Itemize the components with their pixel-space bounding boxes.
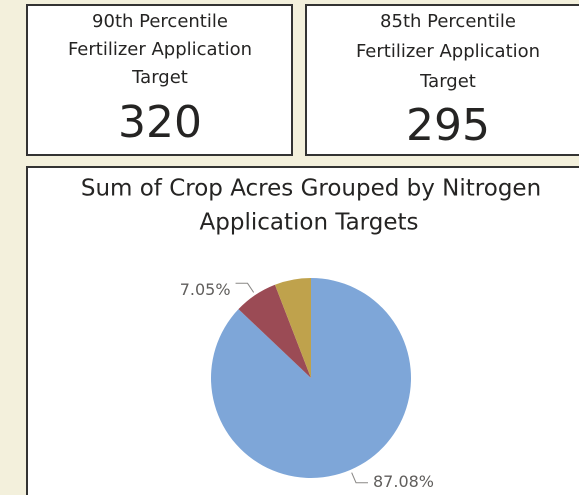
card-title: 90th Percentile	[92, 11, 228, 32]
card-value: 295	[406, 100, 490, 151]
card-value: 320	[118, 97, 202, 148]
leader-line	[351, 472, 369, 484]
card-title: Target	[131, 67, 188, 88]
data-label: 7.05%	[180, 280, 231, 299]
pie-slice	[238, 284, 311, 378]
leader-line	[235, 282, 255, 293]
data-label: 87.08%	[373, 472, 434, 491]
card-panel	[305, 4, 579, 156]
chart-title: Application Targets	[200, 210, 419, 236]
card-title: Fertilizer Application	[356, 41, 540, 62]
card-panel	[26, 4, 293, 156]
card-title: Target	[419, 71, 476, 92]
card-title: Fertilizer Application	[68, 39, 252, 60]
pie-slice	[210, 278, 411, 478]
chart-title: Sum of Crop Acres Grouped by Nitrogen	[81, 176, 541, 202]
card-title: 85th Percentile	[380, 11, 516, 32]
pie-slice	[274, 278, 311, 378]
